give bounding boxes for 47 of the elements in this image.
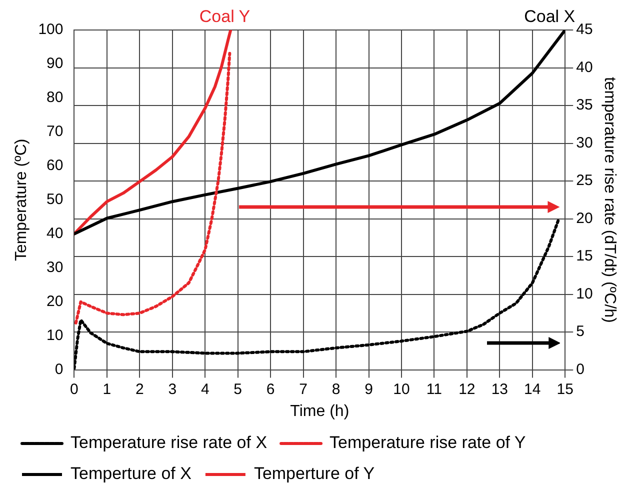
x-tick-label: 0 bbox=[70, 380, 78, 398]
x-tick-label: 2 bbox=[136, 380, 144, 398]
y2-tick-label: 0 bbox=[576, 360, 584, 378]
x-tick-label: 5 bbox=[234, 380, 242, 398]
legend-label: Temperature rise rate of Y bbox=[330, 433, 526, 452]
line-series bbox=[74, 218, 560, 370]
y2-tick-label: 15 bbox=[576, 248, 593, 265]
y-tick-label: 50 bbox=[46, 191, 64, 208]
y-tick-label: 70 bbox=[46, 123, 64, 140]
y-axis-title: Temperature (ºC) bbox=[13, 138, 30, 262]
y-tick-label: 40 bbox=[46, 225, 64, 242]
x-tick-label: 15 bbox=[556, 380, 574, 398]
y-tick-label: 30 bbox=[46, 259, 64, 276]
x-tick-label: 3 bbox=[168, 380, 177, 398]
y2-tick-label: 20 bbox=[576, 210, 593, 227]
y-tick-label: 80 bbox=[46, 89, 64, 106]
y2-tick-label: 40 bbox=[576, 58, 593, 76]
x-tick-label: 12 bbox=[458, 380, 476, 398]
x-tick-label: 8 bbox=[332, 380, 340, 398]
y-tick-label: 0 bbox=[54, 360, 64, 378]
x-tick-label: 10 bbox=[393, 380, 410, 398]
y2-tick-label: 30 bbox=[576, 134, 593, 152]
y2-tick-label: 5 bbox=[576, 323, 584, 340]
y-tick-label: 20 bbox=[46, 292, 64, 310]
x-axis-title: Time (h) bbox=[290, 402, 350, 420]
x-tick-label: 13 bbox=[491, 380, 508, 398]
x-tick-label: 14 bbox=[524, 380, 541, 398]
y2-tick-label: 35 bbox=[576, 96, 593, 114]
y-tick-label: 60 bbox=[46, 157, 64, 174]
x-tick-label: 6 bbox=[266, 380, 275, 398]
legend-label: Temperture of X bbox=[70, 464, 192, 484]
y2-tick-label: 10 bbox=[576, 285, 593, 302]
x-tick-label: 11 bbox=[426, 380, 442, 398]
x-tick-label: 9 bbox=[364, 380, 373, 398]
x-tick-label: 7 bbox=[299, 380, 308, 398]
x-tick-label: 1 bbox=[102, 380, 112, 398]
legend-label: Temperture of Y bbox=[254, 464, 375, 484]
y2-axis-title: temperature rise rate (dT/dt) (ºC/h) bbox=[600, 76, 618, 323]
y2-tick-label: 45 bbox=[576, 21, 593, 38]
x-tick-label: 4 bbox=[200, 380, 210, 398]
annotation: Coal Y bbox=[199, 7, 250, 26]
y-tick-label: 10 bbox=[46, 326, 64, 344]
annotation: Coal X bbox=[524, 7, 576, 26]
y-tick-label: 100 bbox=[38, 21, 64, 38]
y-tick-label: 90 bbox=[46, 55, 64, 72]
legend-label: Temperature rise rate of X bbox=[70, 433, 268, 452]
y2-tick-label: 25 bbox=[576, 172, 593, 190]
